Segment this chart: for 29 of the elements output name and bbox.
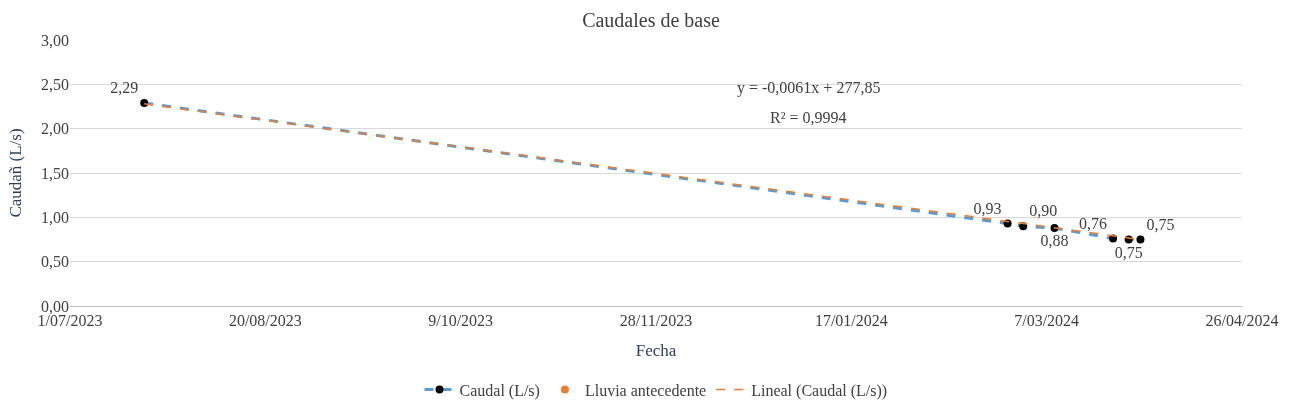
legend-label: Caudal (L/s) [459, 381, 540, 400]
annotation: y = -0,0061x + 277,85 [737, 79, 881, 97]
y-tick-label: 2,00 [41, 120, 69, 138]
data-label: 0,88 [1040, 231, 1069, 249]
y-tick-label: 1,00 [41, 208, 69, 226]
data-label: 0,75 [1146, 215, 1175, 233]
x-tick-label: 28/11/2023 [619, 312, 693, 330]
x-axis-title: Fecha [635, 340, 677, 360]
annotation: R² = 0,9994 [770, 109, 847, 126]
x-tick-label: 1/07/2023 [37, 312, 103, 330]
legend-label: Lluvia antecedente [584, 381, 707, 399]
y-tick-label: 3,00 [41, 31, 69, 49]
x-tick-label: 17/01/2024 [814, 312, 888, 330]
x-tick-label: 9/10/2023 [428, 312, 494, 330]
data-label: 2,29 [110, 78, 139, 96]
x-tick-label: 26/04/2024 [1205, 312, 1279, 330]
data-label: 0,93 [973, 199, 1002, 217]
data-label: 0,76 [1079, 214, 1108, 232]
y-tick-label: 2,50 [41, 75, 69, 93]
data-label: 0,90 [1029, 202, 1058, 220]
y-tick-label: 0,00 [41, 297, 69, 315]
legend-label: Lineal (Caudal (L/s)) [751, 381, 888, 400]
x-tick-label: 20/08/2023 [228, 312, 302, 330]
y-tick-label: 1,50 [41, 164, 69, 182]
y-tick-label: 0,50 [41, 253, 69, 271]
y-axis-title: Caudañ (L/s) [5, 128, 25, 218]
data-label: 0,75 [1114, 243, 1143, 261]
chart-title: Caudales de base [582, 8, 720, 31]
x-tick-label: 7/03/2024 [1014, 312, 1080, 330]
